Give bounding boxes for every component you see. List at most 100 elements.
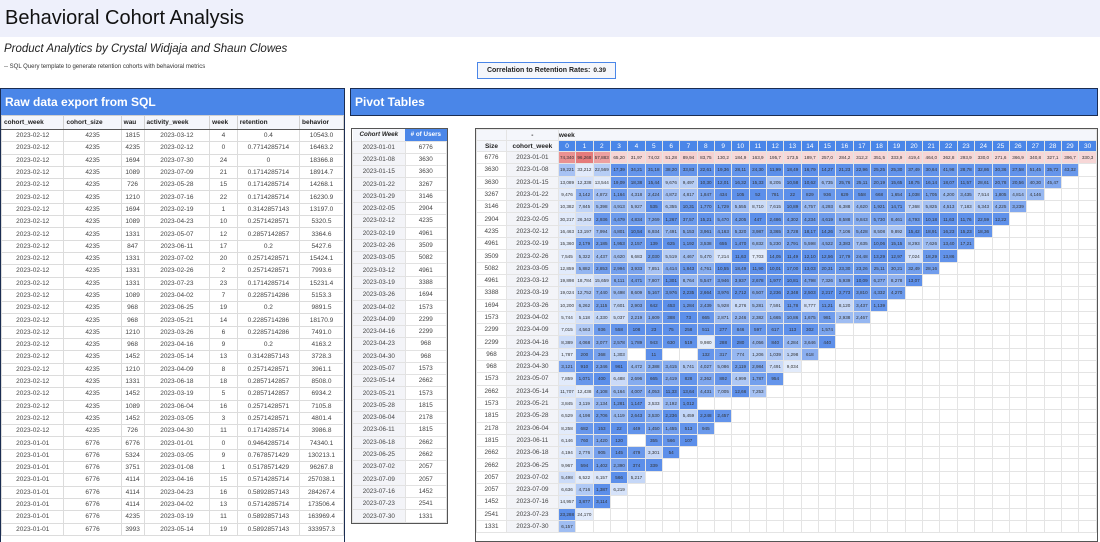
heatmap-cell[interactable]: 5,470 [713, 212, 733, 226]
heatmap-cell[interactable] [1060, 507, 1080, 521]
heatmap-cell[interactable] [904, 470, 924, 485]
table-cell[interactable]: 2023-05-21 [143, 313, 211, 327]
table-cell[interactable]: 0.2857142857 [236, 374, 301, 389]
heatmap-cell[interactable] [991, 310, 1010, 325]
heatmap-cell[interactable] [713, 421, 733, 435]
heatmap-cell[interactable]: 73 [679, 310, 698, 325]
heatmap-cell[interactable] [696, 507, 716, 521]
heatmap-cell[interactable] [956, 249, 976, 263]
heatmap-cell[interactable] [956, 470, 976, 485]
heatmap-cell[interactable] [783, 458, 802, 472]
heatmap-cell[interactable]: 2,030 [644, 249, 663, 263]
cohort-size-cell[interactable]: 3630 [476, 163, 507, 177]
table-cell[interactable]: 6776 [120, 436, 145, 450]
heatmap-cell[interactable]: 1,977 [766, 273, 785, 288]
heatmap-cell[interactable]: 18,36 [974, 224, 993, 239]
cohort-week-cell[interactable]: 2023-07-09 [505, 483, 559, 497]
heatmap-cell[interactable]: 2,362 [696, 372, 716, 386]
heatmap-cell[interactable] [974, 237, 993, 251]
heatmap-cell[interactable] [1043, 470, 1062, 485]
heatmap-cell[interactable]: 18,38 [627, 175, 646, 189]
table-cell[interactable]: 74340.1 [299, 436, 344, 450]
heatmap-cell[interactable]: 8,777 [800, 298, 820, 312]
heatmap-cell[interactable]: 3,810 [852, 286, 872, 300]
heatmap-cell[interactable] [1078, 433, 1097, 448]
heatmap-cell[interactable]: 2,134 [592, 396, 611, 411]
heatmap-cell[interactable] [991, 470, 1010, 485]
heatmap-cell[interactable] [922, 470, 941, 485]
heatmap-cell[interactable] [818, 409, 837, 423]
users-count-cell[interactable]: 2904 [404, 201, 448, 216]
heatmap-cell[interactable]: 2,578 [609, 335, 629, 349]
heatmap-cell[interactable]: 535 [644, 200, 663, 214]
heatmap-cell[interactable]: 184,9 [731, 150, 750, 165]
heatmap-cell[interactable]: 2,664 [696, 286, 716, 300]
heatmap-cell[interactable] [713, 433, 733, 448]
heatmap-cell[interactable]: 1,139 [870, 298, 889, 312]
heatmap-cell[interactable]: 23,288 [557, 507, 577, 521]
heatmap-cell[interactable]: 25,11 [870, 261, 889, 275]
heatmap-cell[interactable] [818, 347, 837, 362]
table-cell[interactable]: 13 [209, 497, 238, 512]
table-cell[interactable]: 18914.7 [299, 165, 344, 180]
cohort-week-cell[interactable]: 2023-01-01 [352, 140, 406, 154]
heatmap-cell[interactable]: 1,789 [627, 335, 646, 349]
table-cell[interactable]: 2023-02-12 [1, 313, 65, 327]
heatmap-cell[interactable] [679, 495, 698, 509]
table-cell[interactable]: 4235 [63, 276, 122, 290]
heatmap-cell[interactable] [1060, 187, 1080, 202]
table-cell[interactable]: 4235 [63, 399, 122, 413]
heatmap-cell[interactable] [1043, 360, 1062, 374]
heatmap-cell[interactable] [627, 347, 646, 362]
heatmap-cell[interactable]: 7,015 [557, 323, 577, 337]
heatmap-cell[interactable] [1060, 249, 1080, 263]
table-cell[interactable]: 4235 [63, 141, 122, 155]
table-cell[interactable]: 2023-01-01 [1, 510, 65, 524]
heatmap-cell[interactable] [956, 286, 976, 300]
heatmap-cell[interactable]: 16,23 [939, 224, 958, 239]
heatmap-cell[interactable]: 51,45 [1026, 163, 1045, 177]
heatmap-cell[interactable]: 4,814 [1008, 187, 1028, 202]
heatmap-cell[interactable] [766, 446, 785, 460]
heatmap-cell[interactable] [1043, 483, 1062, 497]
heatmap-cell[interactable] [974, 261, 993, 275]
heatmap-cell[interactable] [939, 261, 958, 275]
users-count-cell[interactable]: 3267 [404, 177, 448, 191]
table-cell[interactable]: 1 [209, 461, 238, 475]
table-cell[interactable]: 4235 [63, 313, 122, 327]
cohort-week-cell[interactable]: 2023-02-05 [505, 212, 559, 226]
table-cell[interactable]: 6 [209, 325, 238, 340]
heatmap-cell[interactable]: 12,01 [713, 175, 733, 189]
cohort-size-cell[interactable]: 968 [476, 360, 507, 374]
cohort-size-cell[interactable]: 1815 [476, 409, 507, 423]
heatmap-cell[interactable] [1078, 200, 1097, 214]
heatmap-cell[interactable] [904, 384, 924, 398]
cohort-week-cell[interactable]: 2023-06-11 [505, 433, 559, 448]
heatmap-cell[interactable]: 1,284 [679, 298, 698, 312]
table-cell[interactable]: 20 [209, 251, 238, 266]
heatmap-cell[interactable]: 2,486 [766, 212, 785, 226]
heatmap-cell[interactable]: 6,683 [627, 249, 646, 263]
heatmap-cell[interactable] [1060, 372, 1080, 386]
heatmap-cell[interactable] [887, 298, 906, 312]
heatmap-cell[interactable]: 22,61 [696, 163, 716, 177]
heatmap-cell[interactable] [974, 421, 993, 435]
heatmap-cell[interactable]: 15,15 [887, 237, 906, 251]
heatmap-cell[interactable]: 4,284 [783, 335, 802, 349]
heatmap-cell[interactable]: 15,65 [887, 175, 906, 189]
heatmap-cell[interactable] [852, 335, 872, 349]
table-cell[interactable]: 2023-02-12 [1, 338, 65, 352]
heatmap-cell[interactable]: 19,36 [713, 163, 733, 177]
heatmap-cell[interactable]: 3,961 [696, 224, 716, 239]
heatmap-cell[interactable]: 18,91 [922, 224, 941, 239]
table-cell[interactable]: 968 [120, 338, 145, 352]
heatmap-cell[interactable] [887, 323, 906, 337]
heatmap-cell[interactable]: 760 [575, 433, 594, 448]
heatmap-cell[interactable]: 5,167 [644, 286, 663, 300]
heatmap-cell[interactable]: 105 [731, 187, 750, 202]
heatmap-cell[interactable] [852, 347, 872, 362]
heatmap-cell[interactable] [887, 470, 906, 485]
heatmap-cell[interactable]: 15,44 [644, 175, 663, 189]
table-cell[interactable]: 968 [120, 301, 145, 315]
heatmap-cell[interactable] [1026, 273, 1045, 288]
